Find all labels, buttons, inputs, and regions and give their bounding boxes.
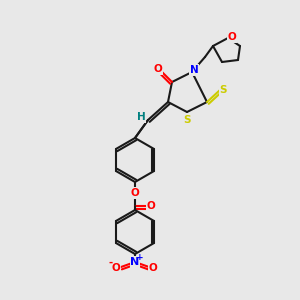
Text: O: O — [130, 188, 140, 198]
Text: O: O — [148, 263, 158, 273]
Text: -: - — [109, 258, 113, 268]
Text: S: S — [183, 115, 191, 125]
Text: N: N — [190, 65, 198, 75]
Text: O: O — [112, 263, 120, 273]
Text: O: O — [147, 201, 155, 211]
Text: O: O — [154, 64, 162, 74]
Text: H: H — [136, 112, 146, 122]
Text: N: N — [130, 257, 140, 267]
Text: +: + — [136, 254, 144, 262]
Text: S: S — [219, 85, 227, 95]
Text: O: O — [228, 32, 236, 42]
